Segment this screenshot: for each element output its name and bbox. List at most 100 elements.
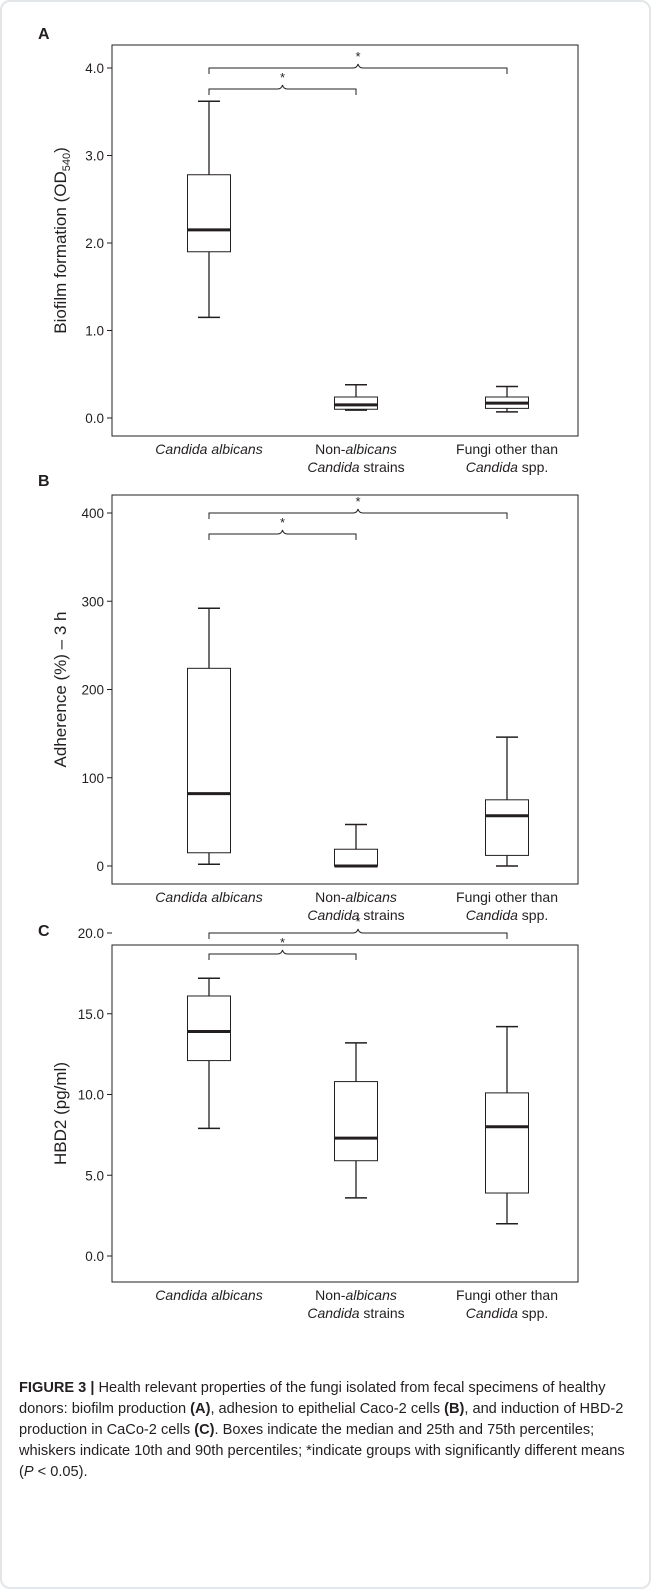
category-label-line2: Candida spp. (466, 1305, 549, 1321)
category-label: Non-albicans (315, 1287, 397, 1303)
significance-bracket (208, 63, 508, 74)
y-axis-label-end: ) (51, 147, 70, 153)
category-label-text: Non-albicans (315, 1287, 397, 1303)
y-tick-label: 10.0 (78, 1088, 104, 1103)
category-label-part: Candida (466, 459, 518, 475)
box-3 (485, 736, 529, 867)
category-label-text: Candida albicans (155, 1287, 262, 1303)
y-tick-label: 400 (81, 506, 104, 521)
category-label-part: albicans (345, 1287, 396, 1303)
category-label: Fungi other than (456, 1287, 558, 1303)
box-1 (187, 100, 231, 319)
y-tick-label: 1.0 (85, 324, 104, 339)
caption-figure-label: FIGURE 3 | (19, 1380, 95, 1396)
category-label-part: Candida (307, 459, 359, 475)
category-label-line2: Candida strains (307, 907, 404, 923)
category-label: Fungi other than (456, 889, 558, 905)
box-1 (187, 607, 231, 865)
category-label: Fungi other than (456, 441, 558, 457)
box-iqr (334, 848, 378, 867)
category-label-text: Candida strains (307, 1305, 404, 1321)
category-label-part: strains (360, 459, 405, 475)
figure-caption: FIGURE 3 | Health relevant properties of… (19, 1378, 634, 1483)
box-2 (334, 1042, 378, 1199)
caption-ref-c: (C) (194, 1422, 215, 1438)
category-label-part: spp. (518, 459, 548, 475)
category-label-part: albicans (345, 441, 396, 457)
box-iqr (334, 396, 378, 410)
significance-bracket (208, 949, 357, 960)
chart-panel-a: A 0.0 1.0 2.0 3.0 4.0 Biofilm formation (OD540… (38, 26, 579, 475)
category-label-text: Candida albicans (155, 441, 262, 457)
significance-marker: * (355, 49, 360, 64)
panel-label: B (38, 473, 50, 490)
significance-marker: * (280, 70, 285, 85)
caption-ref-a: (A) (190, 1401, 211, 1417)
significance-marker: * (280, 935, 285, 950)
y-tick-label: 0 (96, 859, 104, 874)
category-label-part: Non- (315, 1287, 346, 1303)
category-label-part: Candida (466, 1305, 518, 1321)
significance-bracket (208, 84, 357, 95)
panel-label: A (38, 26, 50, 43)
y-tick-label: 15.0 (78, 1007, 104, 1022)
category-label: Candida albicans (155, 1287, 262, 1303)
box-iqr (334, 1081, 378, 1162)
y-tick-label: 0.0 (85, 1249, 104, 1264)
category-label-part: spp. (518, 1305, 548, 1321)
category-label-text: Candida strains (307, 907, 404, 923)
category-label-text: Candida spp. (466, 459, 549, 475)
box-1 (187, 977, 231, 1130)
category-label-part: Non- (315, 441, 346, 457)
category-label: Non-albicans (315, 889, 397, 905)
caption-text-5: < 0.05). (33, 1464, 88, 1480)
significance-bracket (208, 928, 508, 939)
category-label: Candida albicans (155, 441, 262, 457)
caption-text-4: . Boxes indicate the median and 25th and… (19, 1422, 625, 1480)
box-2 (334, 823, 378, 868)
panel-label: C (38, 923, 50, 940)
category-label-text: Candida spp. (466, 1305, 549, 1321)
y-tick-label: 200 (81, 683, 104, 698)
caption-text-2: , adhesion to epithelial Caco-2 cells (210, 1401, 445, 1417)
box-iqr (485, 1092, 529, 1194)
box-iqr (187, 995, 231, 1062)
category-label-line2: Candida spp. (466, 459, 549, 475)
category-label-text: Fungi other than (456, 441, 558, 457)
y-axis-label: HBD2 (pg/ml) (51, 1062, 70, 1165)
category-label-part: Candida (307, 1305, 359, 1321)
category-label-text: Non-albicans (315, 441, 397, 457)
category-label-part: albicans (345, 889, 396, 905)
category-label-part: strains (360, 1305, 405, 1321)
y-axis-label-main: Adherence (%) – 3 h (51, 612, 70, 768)
significance-bracket (208, 508, 508, 519)
y-axis-label-main: HBD2 (pg/ml) (51, 1062, 70, 1165)
category-label-text: Candida strains (307, 459, 404, 475)
category-label: Candida albicans (155, 889, 262, 905)
category-label: Non-albicans (315, 441, 397, 457)
box-iqr (485, 799, 529, 856)
caption-text-1: Health relevant properties of the fungi … (19, 1380, 606, 1417)
y-axis-label: Adherence (%) – 3 h (51, 612, 70, 768)
y-axis-label: Biofilm formation (OD540) (51, 147, 73, 334)
caption-p-italic: P (23, 1464, 34, 1480)
plot-frame (111, 44, 579, 437)
y-tick-label: 300 (81, 594, 104, 609)
category-label-part: Candida (466, 907, 518, 923)
box-iqr (187, 174, 231, 253)
y-axis-label-main: Biofilm formation (OD (51, 171, 70, 333)
caption-text-3: , and induction of HBD-2 production in C… (19, 1401, 624, 1438)
y-tick-label: 20.0 (78, 926, 104, 941)
significance-bracket (208, 529, 357, 540)
significance-marker: * (355, 914, 360, 929)
y-tick-label: 100 (81, 771, 104, 786)
category-label-line2: Candida spp. (466, 907, 549, 923)
category-label-text: Fungi other than (456, 1287, 558, 1303)
category-label-text: Fungi other than (456, 889, 558, 905)
box-2 (334, 384, 378, 411)
box-3 (485, 1025, 529, 1225)
y-tick-label: 3.0 (85, 149, 104, 164)
plot-frame (111, 944, 579, 1283)
y-axis-label-subscript: 540 (61, 153, 73, 171)
